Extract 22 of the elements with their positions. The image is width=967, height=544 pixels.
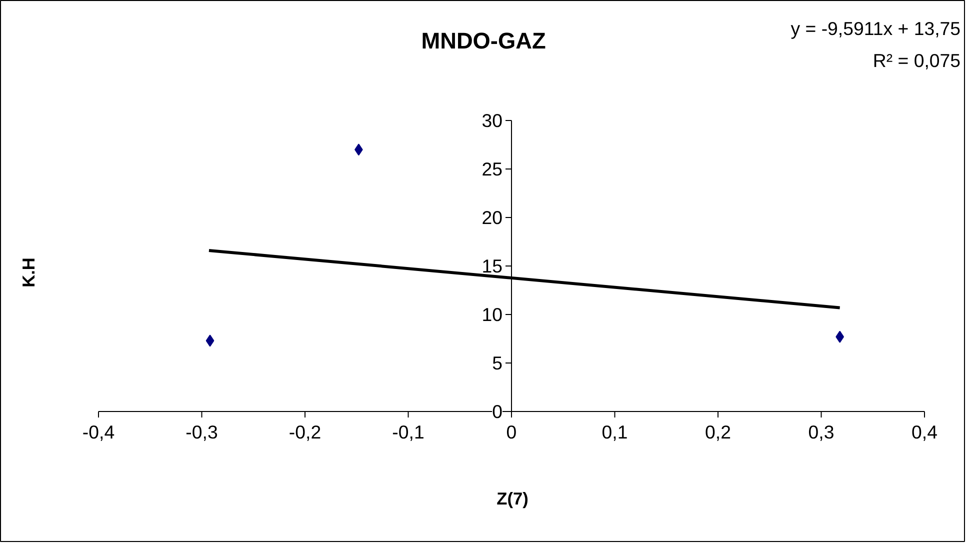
- chart-title: MNDO-GAZ: [421, 28, 546, 54]
- y-tick-label: 20: [482, 207, 503, 228]
- y-tick-label: 25: [482, 158, 503, 180]
- y-tick-label: 10: [482, 304, 503, 325]
- x-tick-label: -0,4: [82, 422, 115, 442]
- x-tick-label: -0,2: [288, 422, 322, 442]
- x-tick-label: -0,1: [392, 422, 424, 442]
- y-tick-label: 0: [492, 401, 503, 422]
- point: [206, 334, 214, 347]
- x-tick-label: 0,1: [602, 422, 628, 442]
- y-tick-label: 15: [482, 256, 503, 276]
- y-axis-title: K.H: [18, 258, 38, 288]
- y-tick-label: 5: [492, 352, 503, 374]
- text: R² = 0,075: [872, 50, 961, 71]
- x-tick-label: -0,3: [186, 422, 218, 442]
- x-tick-label: 0,3: [808, 422, 834, 442]
- x-axis-title: Z(7): [496, 488, 528, 508]
- text: y = -9,5911x + 13,75: [790, 18, 961, 39]
- x-tick-label: 0: [506, 422, 517, 442]
- x-tick-label: 0,2: [705, 422, 731, 442]
- x-tick-label: 0,4: [912, 422, 938, 442]
- y-tick-label: 30: [482, 110, 503, 131]
